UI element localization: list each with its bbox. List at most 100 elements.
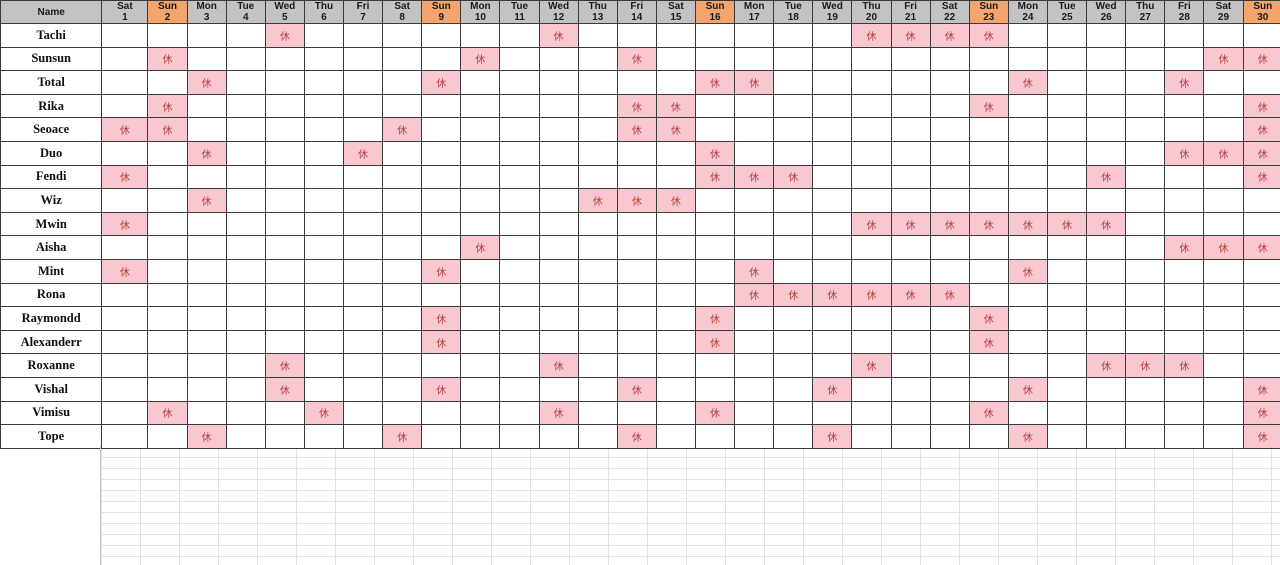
schedule-cell[interactable] xyxy=(655,23,696,48)
day-header-2[interactable]: Sun 2 xyxy=(147,0,188,24)
schedule-cell[interactable] xyxy=(890,93,931,119)
day-off-cell[interactable]: 休 xyxy=(812,424,853,449)
schedule-cell[interactable] xyxy=(147,282,188,308)
schedule-cell[interactable] xyxy=(1086,306,1127,331)
schedule-cell[interactable] xyxy=(773,329,814,355)
schedule-cell[interactable] xyxy=(147,140,188,166)
schedule-cell[interactable] xyxy=(812,140,853,166)
day-off-cell[interactable]: 休 xyxy=(1203,46,1244,72)
schedule-cell[interactable] xyxy=(577,329,618,355)
schedule-cell[interactable] xyxy=(382,258,423,284)
schedule-cell[interactable] xyxy=(342,93,384,119)
schedule-cell[interactable] xyxy=(655,282,696,308)
staff-name-cell[interactable]: Fendi xyxy=(0,164,103,190)
schedule-cell[interactable] xyxy=(382,164,423,190)
schedule-cell[interactable] xyxy=(694,235,736,260)
schedule-cell[interactable] xyxy=(734,188,775,213)
schedule-cell[interactable] xyxy=(303,329,345,355)
schedule-cell[interactable] xyxy=(342,329,384,355)
schedule-cell[interactable] xyxy=(655,353,696,378)
schedule-cell[interactable] xyxy=(1203,117,1244,142)
schedule-cell[interactable] xyxy=(616,211,657,237)
schedule-cell[interactable] xyxy=(460,282,501,308)
schedule-cell[interactable] xyxy=(812,258,853,284)
schedule-cell[interactable] xyxy=(694,282,736,308)
schedule-cell[interactable] xyxy=(1164,211,1205,237)
schedule-cell[interactable] xyxy=(499,400,540,426)
schedule-cell[interactable] xyxy=(577,258,618,284)
day-off-cell[interactable]: 休 xyxy=(616,424,657,449)
schedule-cell[interactable] xyxy=(1046,70,1088,95)
schedule-cell[interactable] xyxy=(929,353,970,378)
schedule-cell[interactable] xyxy=(616,329,657,355)
schedule-cell[interactable] xyxy=(1164,164,1205,190)
schedule-cell[interactable] xyxy=(382,93,423,119)
schedule-cell[interactable] xyxy=(499,46,540,72)
day-off-cell[interactable]: 休 xyxy=(734,258,775,284)
day-off-cell[interactable]: 休 xyxy=(968,329,1009,355)
schedule-cell[interactable] xyxy=(1007,164,1048,190)
schedule-cell[interactable] xyxy=(499,164,540,190)
schedule-cell[interactable] xyxy=(616,235,657,260)
day-header-23[interactable]: Sun 23 xyxy=(968,0,1009,24)
schedule-cell[interactable] xyxy=(382,400,423,426)
day-off-cell[interactable]: 休 xyxy=(1242,400,1280,426)
schedule-cell[interactable] xyxy=(851,164,892,190)
schedule-cell[interactable] xyxy=(694,188,736,213)
day-header-22[interactable]: Sat 22 xyxy=(929,0,970,24)
schedule-cell[interactable] xyxy=(773,70,814,95)
schedule-cell[interactable] xyxy=(101,23,149,48)
day-off-cell[interactable]: 休 xyxy=(1242,235,1280,260)
day-off-cell[interactable]: 休 xyxy=(421,306,462,331)
day-off-cell[interactable]: 休 xyxy=(616,46,657,72)
schedule-cell[interactable] xyxy=(890,258,931,284)
day-off-cell[interactable]: 休 xyxy=(812,282,853,308)
schedule-cell[interactable] xyxy=(694,376,736,402)
day-off-cell[interactable]: 休 xyxy=(186,70,227,95)
schedule-cell[interactable] xyxy=(773,258,814,284)
staff-name-cell[interactable]: Vimisu xyxy=(0,400,103,426)
schedule-cell[interactable] xyxy=(616,306,657,331)
staff-name-cell[interactable]: Alexanderr xyxy=(0,329,103,355)
day-off-cell[interactable]: 休 xyxy=(186,140,227,166)
schedule-cell[interactable] xyxy=(616,140,657,166)
schedule-cell[interactable] xyxy=(929,70,970,95)
day-off-cell[interactable]: 休 xyxy=(101,117,149,142)
schedule-cell[interactable] xyxy=(342,353,384,378)
schedule-cell[interactable] xyxy=(421,117,462,142)
schedule-cell[interactable] xyxy=(1046,424,1088,449)
schedule-cell[interactable] xyxy=(264,70,305,95)
schedule-cell[interactable] xyxy=(1125,258,1166,284)
schedule-cell[interactable] xyxy=(694,46,736,72)
schedule-cell[interactable] xyxy=(101,235,149,260)
schedule-cell[interactable] xyxy=(1086,46,1127,72)
schedule-cell[interactable] xyxy=(225,23,266,48)
schedule-cell[interactable] xyxy=(264,282,305,308)
schedule-cell[interactable] xyxy=(577,353,618,378)
day-off-cell[interactable]: 休 xyxy=(101,164,149,190)
schedule-cell[interactable] xyxy=(101,329,149,355)
schedule-cell[interactable] xyxy=(812,211,853,237)
schedule-cell[interactable] xyxy=(851,400,892,426)
schedule-cell[interactable] xyxy=(616,258,657,284)
schedule-cell[interactable] xyxy=(460,70,501,95)
schedule-cell[interactable] xyxy=(186,93,227,119)
schedule-cell[interactable] xyxy=(734,376,775,402)
schedule-cell[interactable] xyxy=(264,400,305,426)
day-off-cell[interactable]: 休 xyxy=(382,424,423,449)
schedule-cell[interactable] xyxy=(734,329,775,355)
schedule-cell[interactable] xyxy=(225,282,266,308)
schedule-cell[interactable] xyxy=(1242,353,1280,378)
schedule-cell[interactable] xyxy=(382,353,423,378)
schedule-cell[interactable] xyxy=(186,117,227,142)
schedule-cell[interactable] xyxy=(147,70,188,95)
schedule-cell[interactable] xyxy=(890,164,931,190)
day-header-3[interactable]: Mon 3 xyxy=(186,0,227,24)
schedule-cell[interactable] xyxy=(225,46,266,72)
schedule-cell[interactable] xyxy=(968,376,1009,402)
schedule-cell[interactable] xyxy=(499,211,540,237)
schedule-cell[interactable] xyxy=(1242,23,1280,48)
schedule-cell[interactable] xyxy=(538,46,579,72)
schedule-cell[interactable] xyxy=(1164,117,1205,142)
schedule-cell[interactable] xyxy=(538,306,579,331)
